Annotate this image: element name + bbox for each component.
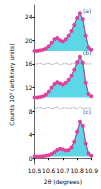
svg-text:2θ (degrees): 2θ (degrees) xyxy=(44,178,82,186)
svg-text:4: 4 xyxy=(29,131,33,138)
svg-text:16: 16 xyxy=(25,60,33,67)
svg-text:(a): (a) xyxy=(83,7,91,14)
svg-text:(b): (b) xyxy=(83,49,92,56)
svg-text:Counts 10³ (arbitrary units): Counts 10³ (arbitrary units) xyxy=(8,43,16,125)
svg-text:10.7: 10.7 xyxy=(56,167,70,174)
svg-text:10.6: 10.6 xyxy=(42,167,56,174)
svg-text:12: 12 xyxy=(25,84,33,91)
svg-text:10.8: 10.8 xyxy=(70,167,84,174)
svg-text:20: 20 xyxy=(25,37,33,44)
svg-text:24: 24 xyxy=(25,13,33,20)
svg-text:10.5: 10.5 xyxy=(28,167,42,174)
svg-text:8: 8 xyxy=(29,108,33,115)
svg-text:(c): (c) xyxy=(83,108,91,115)
svg-text:10.9: 10.9 xyxy=(85,167,99,174)
svg-text:0: 0 xyxy=(29,155,33,162)
